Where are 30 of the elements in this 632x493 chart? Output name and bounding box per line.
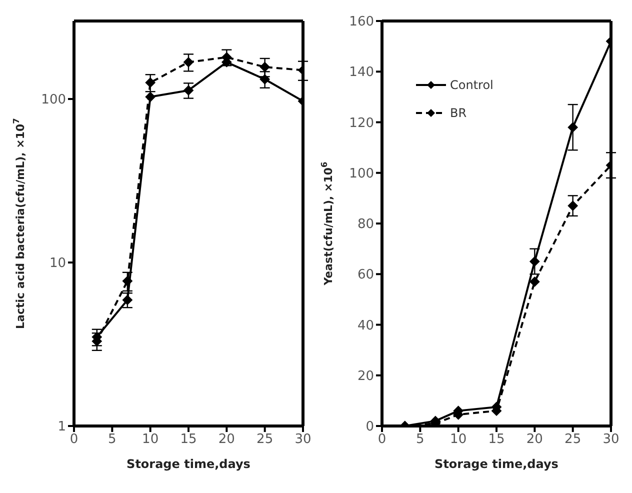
x-axis-title: Storage time,days <box>126 457 250 471</box>
x-tick-label: 25 <box>256 432 274 448</box>
x-tick-label: 20 <box>526 432 543 448</box>
x-tick-label: 10 <box>450 432 467 448</box>
x-tick-label: 0 <box>378 432 386 448</box>
y-tick-label: 100 <box>349 166 374 182</box>
x-tick-label: 20 <box>218 432 235 448</box>
y-tick-label: 40 <box>357 318 374 334</box>
y-tick-label: 0 <box>366 420 374 435</box>
y-tick-label: 60 <box>357 268 374 283</box>
x-tick-label: 5 <box>108 432 116 448</box>
y-tick-label: 1 <box>58 420 66 435</box>
legend-label: Control <box>450 78 494 92</box>
x-tick-label: 30 <box>294 432 312 448</box>
y-tick-label: 20 <box>357 368 374 384</box>
y-tick-label: 140 <box>349 65 374 80</box>
x-tick-label: 30 <box>602 432 620 448</box>
x-tick-label: 5 <box>416 432 424 448</box>
y-tick-label: 10 <box>49 256 66 272</box>
y-tick-label: 160 <box>349 14 374 30</box>
legend-label: BR <box>450 106 467 120</box>
y-tick-label: 80 <box>357 217 374 232</box>
x-tick-label: 10 <box>142 432 159 448</box>
x-tick-label: 15 <box>180 432 197 448</box>
x-axis-title: Storage time,days <box>434 457 558 471</box>
y-tick-label: 120 <box>349 116 374 131</box>
x-tick-label: 0 <box>70 432 78 448</box>
y-tick-label: 100 <box>41 92 66 108</box>
x-tick-label: 15 <box>488 432 505 448</box>
x-tick-label: 25 <box>564 432 582 448</box>
